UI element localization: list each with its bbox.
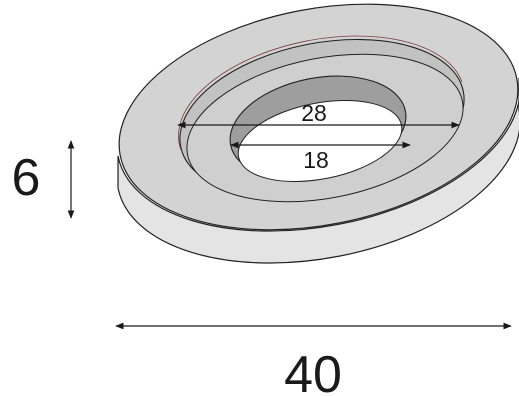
recess-rim-highlight bbox=[178, 35, 463, 151]
ring-side-wall bbox=[117, 78, 519, 264]
recess-diameter-label: 28 bbox=[301, 100, 327, 126]
bore-diameter-label: 18 bbox=[303, 147, 329, 173]
outer-diameter-label: 40 bbox=[284, 346, 342, 396]
height-label: 6 bbox=[12, 149, 41, 207]
